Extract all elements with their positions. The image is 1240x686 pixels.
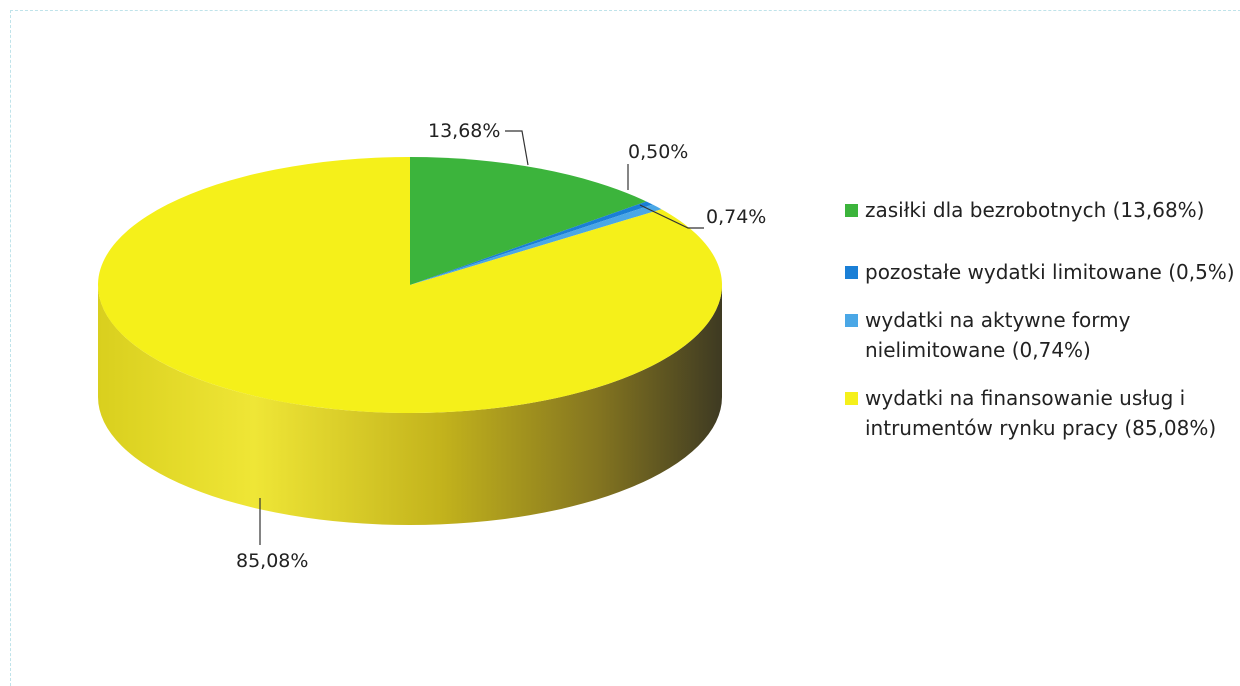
data-label-2: 0,74% — [706, 206, 766, 228]
legend-label: wydatki na aktywne formy nielimitowane (… — [865, 308, 1131, 362]
legend-item-finansowanie: wydatki na finansowanie usług i intrumen… — [845, 383, 1240, 443]
leader-line-0 — [505, 130, 529, 166]
legend-swatch-green — [845, 204, 858, 217]
legend-item-zasilki: zasiłki dla bezrobotnych (13,68%) — [845, 195, 1240, 225]
pie-slice-3 — [98, 157, 723, 414]
legend-swatch-light-blue — [845, 314, 858, 327]
pie-3d-side — [98, 285, 722, 525]
leader-lines — [259, 130, 704, 545]
data-label-1: 0,50% — [628, 141, 688, 163]
pie-slice-1 — [410, 201, 653, 285]
pie-side-wall — [98, 285, 722, 525]
data-labels: 13,68% 0,50% 0,74% 85,08% — [236, 120, 766, 572]
data-label-3: 85,08% — [236, 550, 308, 572]
data-label-0: 13,68% — [428, 120, 500, 142]
legend-item-pozostale: pozostałe wydatki limitowane (0,5%) — [845, 257, 1240, 287]
pie-top-face — [98, 157, 723, 414]
legend-label: wydatki na finansowanie usług i intrumen… — [865, 386, 1217, 440]
legend-swatch-blue — [845, 266, 858, 279]
pie-slice-0 — [410, 157, 647, 285]
legend: zasiłki dla bezrobotnych (13,68%) pozost… — [845, 195, 1240, 443]
chart-frame — [10, 10, 1240, 686]
pie-slice-2 — [410, 204, 662, 285]
legend-swatch-yellow — [845, 392, 858, 405]
legend-label: pozostałe wydatki limitowane (0,5%) — [865, 260, 1235, 284]
legend-item-aktywne: wydatki na aktywne formy nielimitowane (… — [845, 305, 1240, 365]
legend-label: zasiłki dla bezrobotnych (13,68%) — [865, 198, 1205, 222]
leader-line-2 — [639, 204, 704, 229]
